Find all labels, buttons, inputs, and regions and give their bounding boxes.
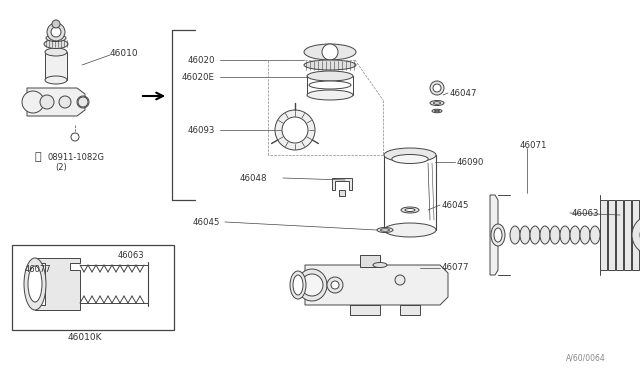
- Ellipse shape: [22, 91, 44, 113]
- Bar: [608, 200, 615, 270]
- Ellipse shape: [560, 226, 570, 244]
- Text: 46077: 46077: [25, 266, 52, 275]
- Ellipse shape: [44, 39, 68, 48]
- Ellipse shape: [550, 226, 560, 244]
- Circle shape: [47, 23, 65, 41]
- Text: A/60/0064: A/60/0064: [566, 353, 605, 362]
- Ellipse shape: [77, 96, 89, 108]
- Polygon shape: [332, 178, 352, 190]
- Circle shape: [327, 277, 343, 293]
- Circle shape: [51, 27, 61, 37]
- Ellipse shape: [304, 60, 356, 70]
- Circle shape: [71, 133, 79, 141]
- Ellipse shape: [530, 226, 540, 244]
- Text: 46010: 46010: [110, 48, 139, 58]
- Ellipse shape: [520, 226, 530, 244]
- Bar: [616, 200, 623, 270]
- Bar: [12, 245, 174, 330]
- Ellipse shape: [590, 226, 600, 244]
- Ellipse shape: [491, 224, 505, 246]
- Circle shape: [395, 275, 405, 285]
- Polygon shape: [305, 265, 448, 305]
- Polygon shape: [27, 88, 85, 116]
- Polygon shape: [35, 258, 80, 310]
- Ellipse shape: [510, 226, 520, 244]
- Ellipse shape: [309, 81, 351, 89]
- Bar: [600, 200, 607, 270]
- Text: 08911-1082G: 08911-1082G: [47, 153, 104, 161]
- Polygon shape: [400, 305, 420, 315]
- Text: 46077: 46077: [442, 263, 470, 273]
- Circle shape: [275, 110, 315, 150]
- Ellipse shape: [570, 226, 580, 244]
- Polygon shape: [339, 190, 345, 196]
- Text: 46048: 46048: [240, 173, 268, 183]
- Circle shape: [282, 117, 308, 143]
- Ellipse shape: [28, 266, 42, 302]
- Ellipse shape: [297, 269, 327, 301]
- Ellipse shape: [304, 44, 356, 60]
- Ellipse shape: [290, 271, 306, 299]
- Bar: [624, 200, 631, 270]
- Text: 46010K: 46010K: [68, 334, 102, 343]
- Text: 46045: 46045: [442, 201, 470, 209]
- Text: 46020E: 46020E: [182, 73, 215, 81]
- Ellipse shape: [405, 208, 415, 212]
- Text: 46090: 46090: [457, 157, 484, 167]
- Ellipse shape: [45, 76, 67, 84]
- Ellipse shape: [301, 274, 323, 296]
- Circle shape: [52, 20, 60, 28]
- Polygon shape: [360, 255, 380, 267]
- Ellipse shape: [401, 207, 419, 213]
- Ellipse shape: [580, 226, 590, 244]
- Ellipse shape: [540, 226, 550, 244]
- Circle shape: [322, 44, 338, 60]
- Ellipse shape: [494, 228, 502, 242]
- Ellipse shape: [384, 223, 436, 237]
- Text: 46047: 46047: [450, 89, 477, 97]
- Text: 46093: 46093: [188, 125, 215, 135]
- Ellipse shape: [384, 148, 436, 162]
- Bar: [45, 52, 67, 80]
- Text: 46020: 46020: [188, 55, 215, 64]
- Text: 46063: 46063: [572, 208, 600, 218]
- Ellipse shape: [433, 102, 440, 104]
- Ellipse shape: [45, 48, 67, 56]
- Ellipse shape: [377, 228, 393, 232]
- Circle shape: [632, 215, 640, 255]
- Ellipse shape: [430, 100, 444, 106]
- Text: Ⓝ: Ⓝ: [35, 152, 42, 162]
- Ellipse shape: [307, 71, 353, 81]
- Polygon shape: [490, 195, 498, 275]
- Ellipse shape: [432, 109, 442, 113]
- Text: 46045: 46045: [193, 218, 220, 227]
- Ellipse shape: [78, 97, 88, 107]
- Text: 46063: 46063: [118, 250, 145, 260]
- Circle shape: [433, 84, 441, 92]
- Ellipse shape: [24, 258, 46, 310]
- Bar: [632, 200, 639, 270]
- Circle shape: [430, 81, 444, 95]
- Text: (2): (2): [55, 163, 67, 171]
- Ellipse shape: [46, 35, 66, 42]
- Text: 46071: 46071: [520, 141, 547, 150]
- Ellipse shape: [381, 229, 390, 231]
- Ellipse shape: [435, 110, 440, 112]
- Ellipse shape: [392, 154, 428, 164]
- Polygon shape: [350, 305, 380, 315]
- Circle shape: [331, 281, 339, 289]
- Ellipse shape: [373, 263, 387, 267]
- Circle shape: [59, 96, 71, 108]
- Ellipse shape: [307, 90, 353, 100]
- Circle shape: [40, 95, 54, 109]
- Ellipse shape: [293, 275, 303, 295]
